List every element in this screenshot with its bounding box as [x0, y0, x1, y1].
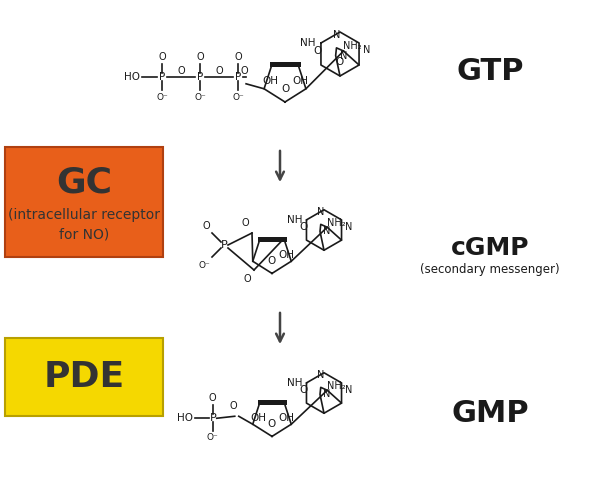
- FancyBboxPatch shape: [5, 338, 163, 416]
- Text: O: O: [202, 221, 210, 231]
- Text: NH₂: NH₂: [327, 218, 346, 228]
- Text: O: O: [243, 274, 251, 284]
- Text: OH: OH: [278, 413, 294, 423]
- Text: NH₂: NH₂: [327, 381, 346, 391]
- Text: O: O: [268, 256, 276, 267]
- Text: O: O: [268, 419, 276, 429]
- Text: N: N: [345, 385, 352, 395]
- Text: O⁻: O⁻: [194, 93, 206, 102]
- Text: N: N: [345, 222, 352, 232]
- Text: P: P: [159, 72, 165, 82]
- Text: HO: HO: [177, 413, 193, 423]
- Text: (secondary messenger): (secondary messenger): [420, 264, 560, 277]
- Text: for NO): for NO): [59, 228, 109, 242]
- Text: HO: HO: [124, 72, 140, 82]
- Text: NH: NH: [287, 215, 303, 225]
- Text: P: P: [197, 72, 203, 82]
- Text: O: O: [336, 57, 344, 67]
- Text: O: O: [299, 222, 307, 232]
- Text: cGMP: cGMP: [451, 236, 529, 260]
- Text: P: P: [221, 240, 227, 250]
- Text: O: O: [215, 66, 223, 76]
- Text: PDE: PDE: [44, 360, 124, 394]
- Text: O: O: [241, 66, 248, 76]
- Text: O: O: [281, 84, 289, 94]
- Text: NH₂: NH₂: [343, 41, 362, 51]
- Text: O: O: [158, 52, 166, 62]
- Text: O: O: [314, 46, 322, 56]
- Text: P: P: [235, 72, 241, 82]
- Text: GMP: GMP: [451, 399, 529, 428]
- Text: O: O: [234, 52, 242, 62]
- Text: GTP: GTP: [456, 57, 524, 86]
- Text: NH: NH: [287, 378, 303, 388]
- Text: O: O: [229, 401, 237, 411]
- FancyBboxPatch shape: [5, 147, 163, 257]
- Text: OH: OH: [250, 413, 266, 423]
- Text: O: O: [196, 52, 204, 62]
- Text: P: P: [209, 413, 216, 423]
- Text: N: N: [317, 207, 325, 217]
- Text: O⁻: O⁻: [232, 93, 244, 102]
- Text: N: N: [340, 51, 347, 61]
- Text: O⁻: O⁻: [198, 261, 210, 270]
- Text: O⁻: O⁻: [156, 93, 168, 102]
- Text: N: N: [363, 45, 371, 55]
- Text: OH: OH: [292, 76, 308, 86]
- Text: NH: NH: [300, 38, 316, 48]
- Text: GC: GC: [56, 165, 112, 199]
- Text: O: O: [209, 393, 217, 403]
- Text: OH: OH: [262, 76, 278, 86]
- Text: N: N: [317, 370, 325, 380]
- Text: O: O: [241, 218, 249, 228]
- Text: O⁻: O⁻: [207, 433, 219, 442]
- Text: (intracellular receptor: (intracellular receptor: [8, 208, 160, 222]
- Text: O: O: [299, 385, 307, 395]
- Text: N: N: [323, 227, 330, 237]
- Text: N: N: [323, 389, 330, 400]
- Text: N: N: [333, 30, 340, 40]
- Text: O: O: [177, 66, 185, 76]
- Text: OH: OH: [278, 250, 294, 260]
